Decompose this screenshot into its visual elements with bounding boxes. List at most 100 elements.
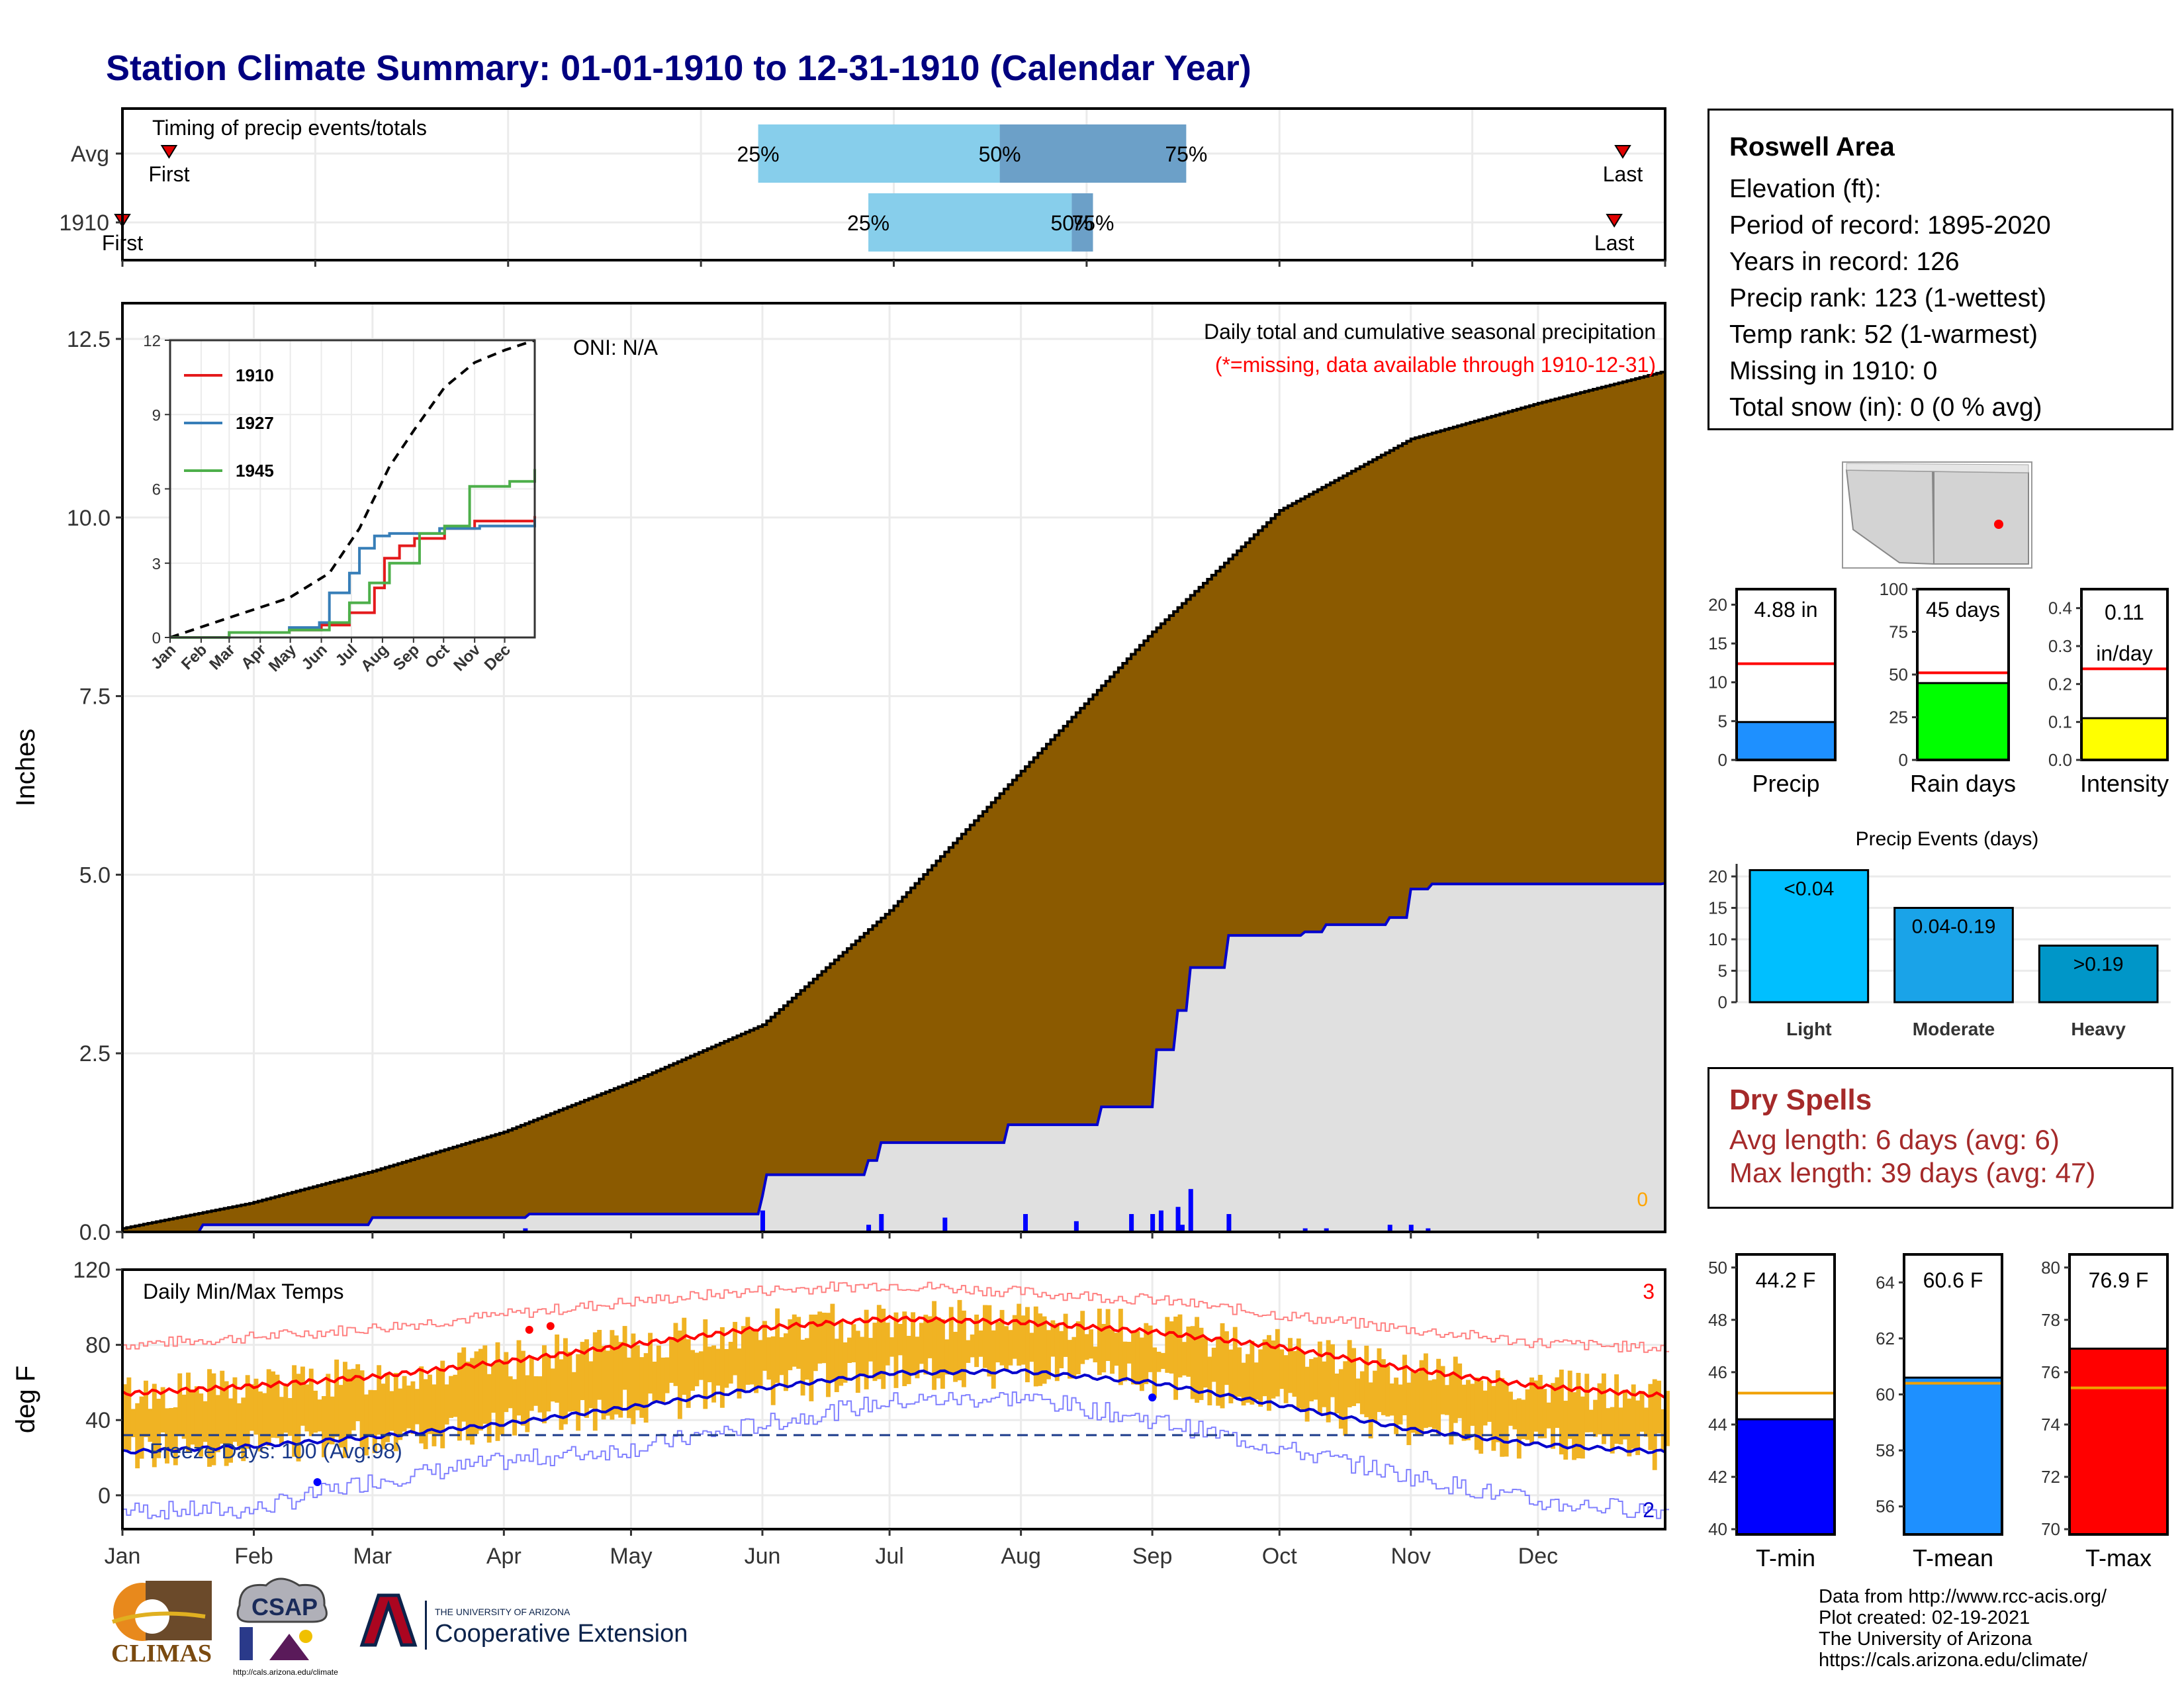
inset-y-tick-label: 6 — [152, 481, 161, 499]
daily-temp-bar — [970, 1334, 975, 1358]
credit-line: Data from http://www.rcc-acis.org/ — [1819, 1586, 2107, 1607]
daily-temp-bar — [991, 1330, 996, 1389]
daily-temp-bar — [1576, 1372, 1581, 1458]
daily-temp-bar — [338, 1385, 343, 1448]
daily-temp-bar — [1470, 1383, 1475, 1426]
gauge-value-text: 45 days — [1926, 598, 2000, 622]
daily-temp-bar — [465, 1361, 471, 1440]
precip-annotation-title: Daily total and cumulative seasonal prec… — [1204, 320, 1656, 344]
daily-temp-bar — [1355, 1378, 1361, 1404]
gauge-y-tick-label: 70 — [2041, 1519, 2060, 1539]
daily-temp-bar — [1237, 1347, 1242, 1397]
daily-temp-bar — [1525, 1389, 1530, 1440]
daily-precip-bar — [1158, 1210, 1163, 1232]
daily-temp-bar — [1173, 1316, 1179, 1400]
climas-logo-text: CLIMAS — [111, 1640, 212, 1667]
record-low-marker — [313, 1477, 322, 1486]
daily-temp-bar — [715, 1348, 721, 1386]
temps-x-tick-label: Nov — [1391, 1544, 1431, 1569]
ua-small-text: THE UNIVERSITY OF ARIZONA — [435, 1607, 570, 1617]
gauge-value-text: 60.6 F — [1923, 1268, 1983, 1292]
precip-y-axis-label: Inches — [11, 729, 40, 807]
daily-temp-bar — [936, 1317, 941, 1379]
daily-temp-bar — [220, 1370, 225, 1444]
daily-temp-bar — [1453, 1356, 1458, 1423]
events-title: Precip Events (days) — [1856, 828, 2039, 850]
temps-x-tick-label: May — [610, 1544, 652, 1569]
daily-temp-bar — [974, 1314, 979, 1368]
gauge-y-tick-label: 78 — [2041, 1310, 2060, 1330]
daily-temp-bar — [868, 1338, 873, 1362]
gauge-y-tick-label: 20 — [1708, 594, 1727, 614]
daily-temp-bar — [1385, 1366, 1390, 1417]
csap-url: http://cals.arizona.edu/climate — [233, 1667, 338, 1677]
daily-temp-bar — [364, 1394, 369, 1456]
gauge-y-tick-label: 58 — [1876, 1440, 1895, 1460]
daily-temp-bar — [627, 1357, 631, 1419]
daily-temp-bar — [851, 1324, 856, 1363]
gauge-label: Intensity — [2080, 770, 2169, 797]
gauge-y-tick-label: 0 — [1899, 750, 1908, 770]
daily-temp-bar — [1364, 1345, 1369, 1417]
daily-temp-bar — [1017, 1303, 1022, 1366]
daily-temp-bar — [923, 1315, 929, 1375]
daily-precip-bar — [760, 1210, 765, 1232]
gauge-y-tick-label: 40 — [1708, 1519, 1727, 1539]
daily-temp-bar — [656, 1345, 661, 1401]
daily-temp-bar — [961, 1310, 966, 1387]
daily-temp-bar — [677, 1330, 682, 1419]
daily-temp-bar — [428, 1374, 432, 1434]
daily-temp-bar — [308, 1368, 314, 1436]
daily-temp-bar — [1491, 1385, 1496, 1451]
gauge-y-tick-label: 0 — [1718, 750, 1727, 770]
daily-temp-bar — [618, 1342, 623, 1418]
daily-temp-bar — [266, 1369, 271, 1446]
daily-temp-bar — [232, 1377, 238, 1442]
daily-temp-bar — [1516, 1398, 1522, 1459]
daily-temp-bar — [906, 1336, 911, 1384]
daily-temp-bar — [194, 1386, 199, 1449]
freeze-days-label: Freeze Days: 100 (Avg:98) — [150, 1439, 402, 1463]
gauge-y-tick-label: 0.1 — [2048, 712, 2072, 732]
temps-x-tick-label: Feb — [234, 1544, 273, 1569]
gauge-y-tick-label: 80 — [2041, 1258, 2060, 1278]
temps-x-tick-label: Sep — [1132, 1544, 1173, 1569]
daily-temp-bar — [1309, 1358, 1314, 1401]
daily-temp-bar — [766, 1337, 772, 1380]
year-cumulative-area — [122, 883, 1665, 1232]
events-x-tick-label: Moderate — [1913, 1019, 1995, 1039]
precip-y-tick-label: 0.0 — [79, 1220, 111, 1245]
daily-temp-bar — [1199, 1327, 1204, 1400]
daily-temp-bar — [953, 1331, 958, 1382]
daily-temp-bar — [271, 1371, 276, 1438]
credit-line: https://cals.arizona.edu/climate/ — [1819, 1650, 2088, 1671]
gauge-y-tick-label: 50 — [1708, 1258, 1727, 1278]
daily-temp-bar — [1461, 1384, 1467, 1441]
daily-precip-bar — [1302, 1228, 1308, 1232]
daily-temp-bar — [826, 1313, 831, 1397]
gauge-value-text: 0.11 — [2105, 600, 2144, 624]
daily-temp-bar — [1148, 1325, 1153, 1372]
daily-temp-bar — [1203, 1338, 1208, 1388]
dry-spells-title: Dry Spells — [1729, 1084, 1872, 1116]
dry-spells-avg: Avg length: 6 days (avg: 6) — [1729, 1124, 2060, 1155]
station-line: Total snow (in): 0 (0 % avg) — [1729, 393, 2042, 422]
daily-temp-bar — [932, 1301, 937, 1390]
temps-x-tick-label: Jan — [105, 1544, 141, 1569]
daily-temp-bar — [1131, 1331, 1136, 1385]
daily-temp-bar — [694, 1352, 700, 1387]
gauge-gauge_raindays: 0 25 50 75 100 45 days Rain days — [1880, 579, 2016, 797]
daily-temp-bar — [1512, 1399, 1518, 1430]
gauge-y-tick-label: 46 — [1708, 1362, 1727, 1382]
daily-temp-bar — [1533, 1380, 1539, 1432]
gauge-y-tick-label: 64 — [1876, 1272, 1895, 1292]
daily-temp-bar — [1521, 1399, 1526, 1439]
daily-temp-bar — [881, 1308, 886, 1389]
daily-temp-bar — [1495, 1370, 1500, 1442]
daily-temp-bar — [1012, 1315, 1017, 1359]
daily-temp-bar — [927, 1316, 933, 1358]
daily-temp-bar — [584, 1339, 589, 1418]
daily-temp-bar — [130, 1409, 136, 1438]
daily-precip-bar — [1226, 1214, 1232, 1232]
daily-temp-bar — [555, 1335, 560, 1403]
